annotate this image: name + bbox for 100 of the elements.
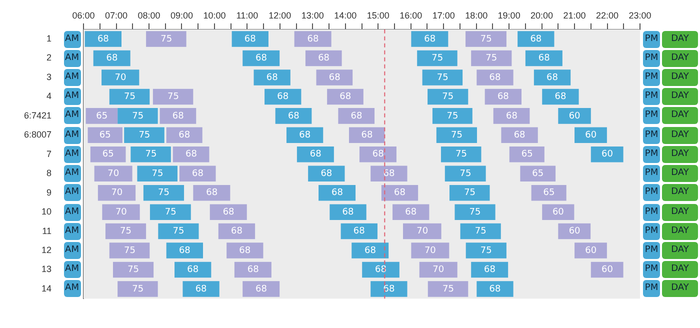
toggle-button: PM	[643, 261, 660, 278]
bar	[254, 70, 290, 86]
annotation: 68	[206, 188, 218, 198]
toggle-button: PM	[643, 222, 660, 240]
annotation: 75	[120, 226, 132, 237]
annotation: 68	[266, 72, 278, 83]
bar	[370, 281, 408, 297]
annotation: 68	[405, 207, 417, 218]
bar	[590, 146, 624, 162]
toggle-button: DAY	[662, 222, 698, 240]
annotation: 68	[353, 226, 366, 237]
annotation: 68	[530, 34, 542, 44]
toggle-button: PM	[643, 88, 660, 106]
annotation: 75	[152, 168, 164, 179]
bar	[179, 166, 216, 182]
annotation: 70	[108, 168, 120, 179]
bar	[432, 108, 472, 124]
bar	[338, 108, 375, 124]
annotation: 60	[552, 207, 564, 218]
toggle-button: AM	[64, 261, 81, 278]
toggle-button: AM	[64, 107, 81, 124]
y-tick-label: 10	[42, 206, 52, 217]
bar	[242, 281, 280, 297]
annotation: 68	[342, 207, 354, 218]
toggle-button: PM	[643, 30, 660, 48]
bar	[226, 242, 264, 258]
annotation: 75	[450, 130, 462, 140]
y-tick-label: 3	[46, 72, 52, 82]
bar	[574, 127, 607, 144]
annotation: 68	[364, 246, 376, 256]
toggle-button: PM	[643, 280, 660, 298]
toggle-button: AM	[64, 146, 81, 163]
annotation: 60	[568, 226, 581, 237]
x-tick-label: 07:00	[104, 10, 128, 20]
annotation: 68	[178, 130, 190, 140]
annotation: 68	[307, 34, 319, 44]
toggle-button: AM	[64, 222, 81, 240]
bar	[286, 127, 324, 144]
annotation: 68	[489, 72, 501, 83]
annotation: 75	[167, 92, 179, 102]
y-tick-label: 6:8007	[24, 130, 52, 140]
annotation: 68	[506, 111, 518, 122]
toggle-button: PM	[643, 107, 660, 124]
annotation: 68	[185, 150, 198, 160]
bar	[417, 50, 458, 66]
annotation: 68	[299, 130, 311, 140]
y-tick-label: 4	[46, 91, 52, 102]
annotation: 68	[394, 188, 406, 198]
toggle-button: AM	[64, 126, 81, 144]
bar	[476, 70, 514, 86]
annotation: 68	[222, 207, 235, 218]
bar	[308, 166, 345, 182]
bar	[466, 242, 506, 258]
x-tick-label: 19:00	[498, 10, 520, 20]
annotation: 75	[158, 188, 170, 198]
toggle-button: DAY	[662, 50, 698, 67]
bar	[158, 223, 199, 240]
bar	[166, 127, 202, 144]
annotation: 60	[602, 150, 614, 160]
y-tick-label: 2	[46, 52, 52, 63]
annotation: 68	[361, 130, 373, 140]
y-tick-label: 6:7421	[24, 110, 52, 120]
bar	[102, 204, 140, 220]
x-tick-label: 18:00	[465, 10, 488, 20]
toggle-button: DAY	[662, 30, 698, 48]
annotation: 75	[442, 284, 454, 294]
bar	[362, 262, 400, 278]
annotation: 68	[187, 265, 199, 276]
annotation: 60	[568, 111, 581, 122]
x-tick-label: 17:00	[432, 10, 455, 20]
bar	[90, 146, 126, 162]
annotation: 68	[106, 54, 118, 64]
annotation: 68	[318, 54, 330, 64]
bar	[275, 108, 312, 124]
bar	[440, 146, 482, 162]
bar	[242, 50, 280, 66]
bar	[428, 281, 468, 297]
annotation: 68	[256, 54, 268, 64]
bar	[359, 146, 396, 162]
bar	[501, 127, 538, 144]
toggle-button: AM	[64, 204, 81, 221]
annotation: 75	[480, 34, 492, 44]
toggle-button: DAY	[662, 204, 698, 221]
bar	[94, 166, 132, 182]
annotation: 60	[585, 130, 597, 140]
annotation: 65	[96, 111, 108, 122]
x-tick-label: 20:00	[530, 10, 554, 20]
bar	[316, 70, 353, 86]
annotation: 68	[195, 284, 208, 294]
toggle-button: AM	[64, 88, 81, 106]
x-tick-label: 13:00	[301, 10, 324, 20]
bar	[234, 262, 272, 278]
annotation: 68	[497, 92, 510, 102]
bar	[130, 146, 171, 162]
annotation: 75	[474, 226, 486, 237]
toggle-button: PM	[643, 126, 660, 144]
bar	[109, 242, 150, 258]
bar	[531, 184, 566, 201]
annotation: 68	[546, 72, 558, 83]
bar	[509, 146, 544, 162]
